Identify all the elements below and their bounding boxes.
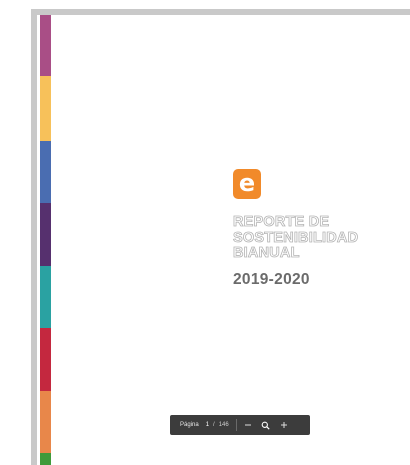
pdf-toolbar: Página 1 / 146 (170, 415, 310, 435)
title-line-3: BIANUAL (233, 245, 300, 261)
total-pages: 146 (218, 422, 229, 428)
current-page-input[interactable]: 1 (205, 422, 210, 428)
stripe-red (40, 328, 51, 391)
stripe-magenta (40, 15, 51, 76)
zoom-button[interactable] (259, 418, 273, 432)
viewer-left-border (31, 9, 37, 465)
stripe-purple (40, 203, 51, 266)
plus-icon (280, 422, 287, 428)
report-title: REPORTE DE SOSTENIBILIDAD BIANUAL (233, 214, 403, 262)
page-separator: / (213, 422, 215, 428)
stripe-teal (40, 266, 51, 328)
zoom-out-button[interactable] (241, 418, 255, 432)
minus-icon (244, 424, 251, 426)
magnifier-icon (261, 421, 270, 430)
cover-content: e REPORTE DE SOSTENIBILIDAD BIANUAL 2019… (233, 169, 403, 289)
brand-logo: e (233, 169, 261, 199)
title-line-2: SOSTENIBILIDAD (233, 229, 359, 246)
report-years: 2019-2020 (233, 270, 310, 288)
title-line-1: REPORTE DE (233, 214, 330, 230)
document-page: e REPORTE DE SOSTENIBILIDAD BIANUAL 2019… (37, 15, 410, 465)
zoom-in-button[interactable] (277, 418, 291, 432)
stripe-orange (40, 391, 51, 453)
toolbar-divider (235, 419, 237, 431)
stripe-blue (40, 141, 51, 203)
stripe-yellow (40, 76, 51, 141)
color-stripes (40, 15, 51, 465)
stripe-green (40, 453, 51, 465)
page-label: Página (180, 422, 199, 428)
viewer-top-border (31, 9, 410, 15)
